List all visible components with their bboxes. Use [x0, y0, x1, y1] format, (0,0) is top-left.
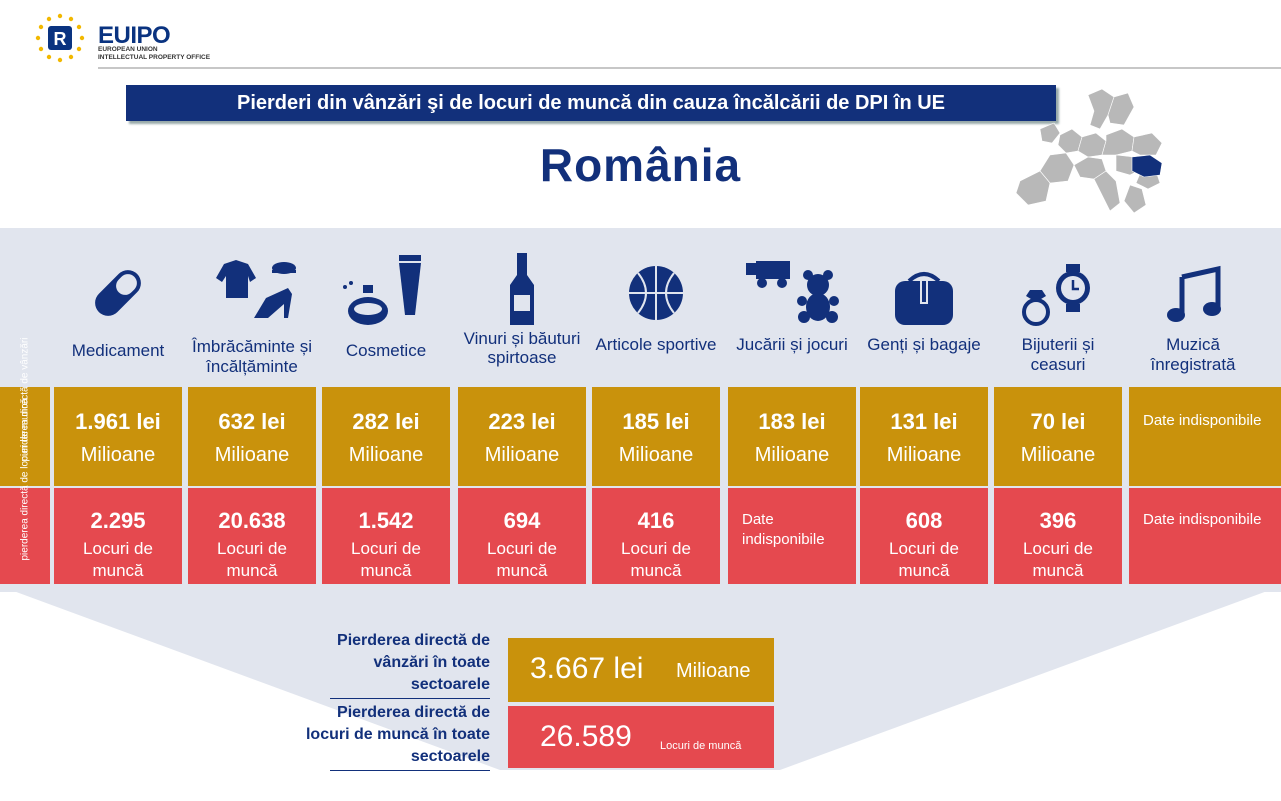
- sector-header: Bijuterii și ceasuri: [994, 233, 1122, 385]
- sales-unit: Milioane: [1020, 444, 1096, 466]
- sales-value: 1.961 lei: [75, 409, 161, 434]
- row-label-jobs: pierderea directă de locuri de muncă: [0, 398, 50, 584]
- jobs-unit: Locuri de muncă: [217, 539, 287, 580]
- sales-nodata: Date indisponibile: [1143, 412, 1262, 429]
- sector-label: Articole sportive: [595, 335, 717, 354]
- logo-subtitle: EUROPEAN UNION INTELLECTUAL PROPERTY OFF…: [98, 46, 211, 61]
- jobs-unit: Locuri de muncă: [351, 539, 421, 580]
- sales-value: 223 lei: [488, 409, 556, 434]
- total-sales-label: Pierderea directă de vânzări în toate se…: [300, 630, 490, 699]
- jewelry-watch-icon: [994, 255, 1122, 335]
- jobs-value: 608: [905, 508, 943, 533]
- sales-value: 70 lei: [1030, 409, 1086, 434]
- sector-label: Cosmetice: [345, 341, 427, 360]
- jobs-value: 396: [1039, 508, 1077, 533]
- sector-header: Genți și bagaje: [860, 233, 988, 385]
- sector-header: Cosmetice: [322, 233, 450, 385]
- total-jobs-value: 26.589: [540, 720, 632, 753]
- sales-unit: Milioane: [348, 444, 424, 466]
- europe-map-icon: [1015, 88, 1163, 214]
- jobs-unit: Locuri de muncă: [83, 539, 153, 580]
- sales-value: 131 lei: [890, 409, 958, 434]
- jobs-value: 1.542: [358, 508, 414, 533]
- jobs-nodata: Date indisponibile: [1143, 511, 1262, 528]
- sector-header: Vinuri și băuturi spirtoase: [458, 233, 586, 385]
- sector-header: Muzică înregistrată: [1129, 233, 1281, 385]
- jobs-unit: Locuri de muncă: [889, 539, 959, 580]
- cosmetics-icon: [322, 253, 450, 333]
- sector-header: Jucării și jocuri: [728, 233, 856, 385]
- jobs-nodata: Date indisponibile: [742, 511, 825, 548]
- sector-label: Bijuterii și ceasuri: [1021, 335, 1095, 374]
- euipo-logo: R EUIPO EUROPEAN UNION INTELLECTUAL PROP…: [30, 10, 260, 65]
- sales-unit: Milioane: [754, 444, 830, 466]
- sales-cell: 223 lei Milioane: [458, 387, 586, 486]
- jobs-cell: 20.638 Locuri de muncă: [188, 488, 316, 584]
- total-sales-box: 3.667 lei Milioane: [508, 638, 774, 702]
- jobs-cell: 608 Locuri de muncă: [860, 488, 988, 584]
- jobs-cell: Date indisponibile: [728, 488, 856, 584]
- sales-unit: Milioane: [80, 444, 156, 466]
- svg-text:R: R: [54, 29, 67, 49]
- jobs-cell: 416 Locuri de muncă: [592, 488, 720, 584]
- jobs-value: 20.638: [218, 508, 286, 533]
- country-title: România: [539, 139, 742, 191]
- basketball-icon: [592, 253, 720, 333]
- bottle-icon: [458, 249, 586, 329]
- jobs-cell: Date indisponibile: [1129, 488, 1281, 584]
- jobs-unit: Locuri de muncă: [621, 539, 691, 580]
- sales-unit: Milioane: [484, 444, 560, 466]
- sales-value: 632 lei: [218, 409, 286, 434]
- jobs-value: 694: [503, 508, 541, 533]
- sales-unit: Milioane: [618, 444, 694, 466]
- sales-value: 183 lei: [758, 409, 826, 434]
- sector-label: Jucării și jocuri: [736, 335, 848, 354]
- sector-label: Vinuri și băuturi spirtoase: [463, 329, 581, 367]
- sector-header: Medicament: [54, 233, 182, 385]
- sector-header: Articole sportive: [592, 233, 720, 385]
- jobs-cell: 2.295 Locuri de muncă: [54, 488, 182, 584]
- sector-header: Îmbrăcăminte și încălțăminte: [188, 233, 316, 385]
- sales-value: 185 lei: [622, 409, 690, 434]
- jobs-value: 416: [637, 508, 675, 533]
- sales-cell: 70 lei Milioane: [994, 387, 1122, 486]
- jobs-value: 2.295: [90, 508, 146, 533]
- sales-cell: 1.961 lei Milioane: [54, 387, 182, 486]
- jobs-cell: 1.542 Locuri de muncă: [322, 488, 450, 584]
- sector-label: Medicament: [71, 341, 165, 360]
- jobs-unit: Locuri de muncă: [487, 539, 557, 580]
- sales-cell: Date indisponibile: [1129, 387, 1281, 486]
- jobs-cell: 694 Locuri de muncă: [458, 488, 586, 584]
- jobs-unit: Locuri de muncă: [1023, 539, 1093, 580]
- header-rule: [98, 67, 1281, 69]
- sales-unit: Milioane: [886, 444, 962, 466]
- bag-icon: [860, 257, 988, 337]
- sales-cell: 131 lei Milioane: [860, 387, 988, 486]
- jobs-cell: 396 Locuri de muncă: [994, 488, 1122, 584]
- total-sales-unit: Milioane: [676, 660, 751, 682]
- sales-unit: Milioane: [214, 444, 290, 466]
- logo-wordmark: EUIPO: [98, 22, 171, 49]
- pill-icon: [54, 253, 182, 333]
- row-label-sales: pierderea directă de vânzări: [0, 338, 50, 486]
- total-sales-value: 3.667 lei: [530, 652, 644, 685]
- sector-label: Genți și bagaje: [867, 335, 981, 354]
- music-note-icon: [1107, 255, 1281, 335]
- total-jobs-unit: Locuri de muncă: [660, 740, 742, 752]
- clothing-icon: [188, 253, 316, 333]
- euipo-emblem-icon: R: [35, 13, 85, 63]
- total-jobs-box: 26.589 Locuri de muncă: [508, 706, 774, 768]
- toys-icon: [728, 249, 856, 329]
- sales-cell: 185 lei Milioane: [592, 387, 720, 486]
- romania-highlight: [1131, 154, 1163, 178]
- sales-value: 282 lei: [352, 409, 420, 434]
- sales-cell: 282 lei Milioane: [322, 387, 450, 486]
- sector-label: Îmbrăcăminte și încălțăminte: [192, 337, 312, 376]
- sector-label: Muzică înregistrată: [1150, 335, 1236, 374]
- total-jobs-label: Pierderea directă de locuri de muncă în …: [300, 702, 490, 771]
- title-banner: Pierderi din vânzări şi de locuri de mun…: [126, 85, 1056, 121]
- sales-cell: 183 lei Milioane: [728, 387, 856, 486]
- sales-cell: 632 lei Milioane: [188, 387, 316, 486]
